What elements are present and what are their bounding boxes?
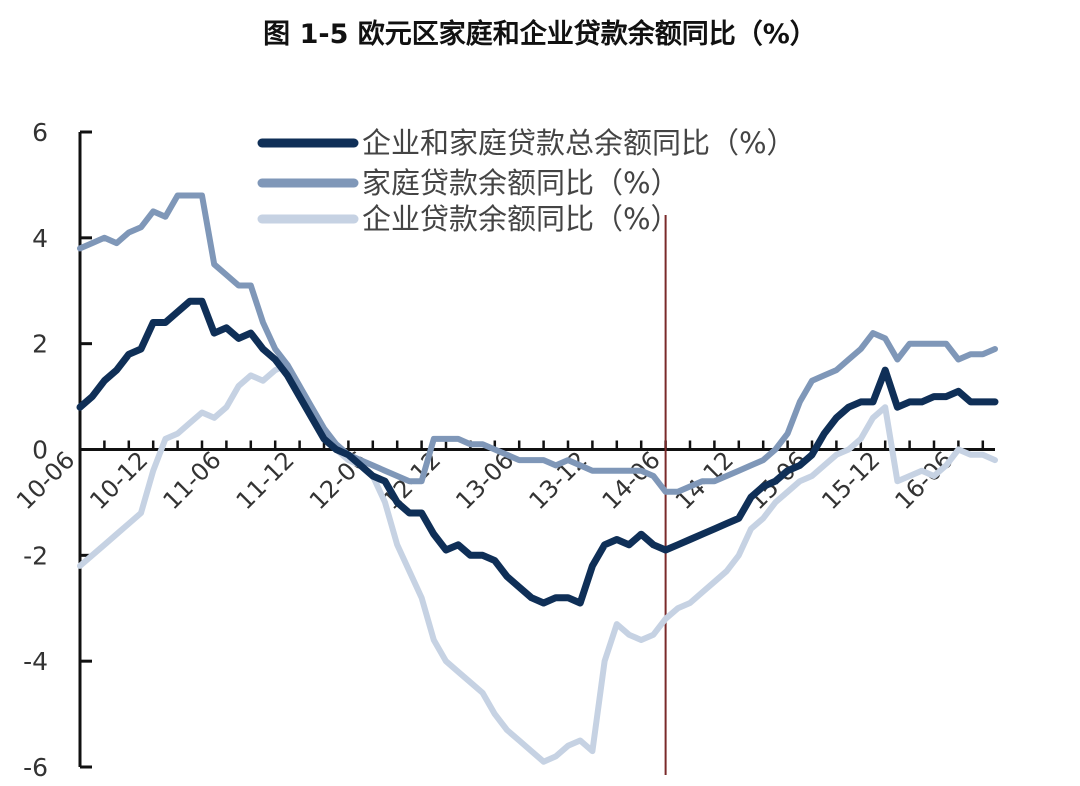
y-tick-label: -6 [23, 753, 48, 782]
series-line-1 [77, 192, 998, 495]
series-line-2 [77, 361, 998, 765]
chart-title: 图 1-5 欧元区家庭和企业贷款余额同比（%） [263, 19, 817, 50]
x-tick-label: 12-06 [304, 446, 373, 515]
series-layer [76, 192, 999, 765]
legend-label-1: 家庭贷款余额同比（%） [362, 166, 680, 200]
x-tick-label: 13-12 [524, 446, 593, 515]
y-tick-label: 2 [32, 330, 48, 359]
legend-label-0: 企业和家庭贷款总余额同比（%） [362, 126, 796, 160]
legend: 企业和家庭贷款总余额同比（%） 家庭贷款余额同比（%）企业贷款余额同比（%） [257, 126, 796, 236]
y-tick-label: 6 [32, 118, 48, 147]
y-tick-label: 4 [32, 224, 48, 253]
x-tick-label: 11-12 [231, 446, 300, 515]
legend-label-2: 企业贷款余额同比（%） [362, 202, 680, 236]
x-tick-label: 11-06 [158, 446, 227, 515]
y-tick-label: 0 [32, 436, 48, 465]
x-tick-label: 15-12 [816, 446, 885, 515]
series-line-0 [76, 297, 999, 607]
y-tick-label: -4 [23, 647, 48, 676]
y-tick-label: -2 [23, 541, 48, 570]
